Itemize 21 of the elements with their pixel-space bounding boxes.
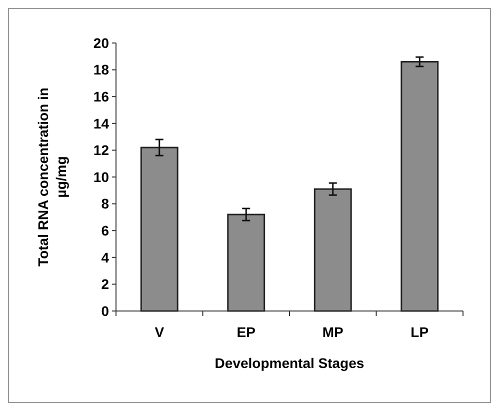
y-tick-label: 2 (101, 276, 110, 292)
y-tick-label: 20 (93, 34, 110, 51)
y-tick-label: 16 (93, 88, 110, 104)
x-tick-label: LP (410, 324, 429, 340)
x-tick-label: MP (322, 324, 344, 340)
bar (400, 61, 439, 312)
x-axis-title: Developmental Stages (214, 355, 364, 371)
x-tick-label: V (154, 324, 165, 340)
bar (227, 214, 266, 312)
y-tick-label: 12 (93, 142, 110, 158)
y-axis-title: Total RNA concentration in µg/mg (35, 88, 69, 266)
bar (140, 146, 178, 312)
y-tick-label: 0 (101, 302, 110, 319)
bar (314, 188, 352, 312)
y-tick-label: 10 (93, 168, 110, 185)
y-tick-label: 6 (101, 222, 110, 238)
y-tick-label: 4 (101, 249, 110, 266)
y-tick-label: 8 (101, 196, 110, 212)
y-tick-label: 14 (93, 115, 110, 132)
y-tick-label: 18 (93, 62, 110, 78)
x-tick-label: EP (236, 324, 256, 340)
